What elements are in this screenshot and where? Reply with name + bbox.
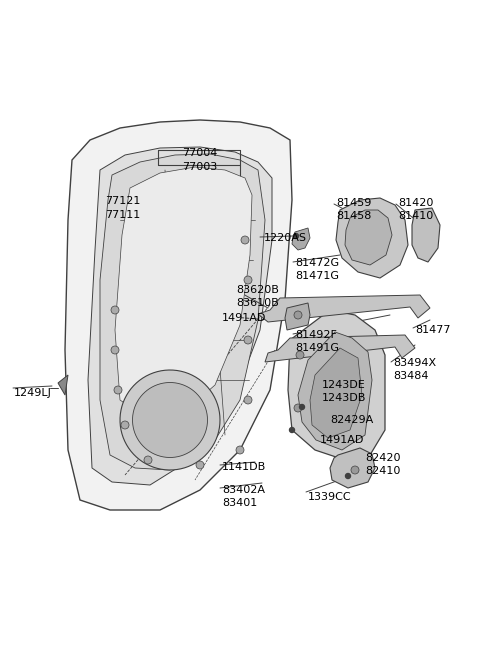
Circle shape xyxy=(196,461,204,469)
Text: 83401: 83401 xyxy=(222,498,257,508)
Circle shape xyxy=(144,456,152,464)
Text: 1491AD: 1491AD xyxy=(222,313,266,323)
Circle shape xyxy=(300,405,304,409)
Text: 81410: 81410 xyxy=(398,211,433,221)
Polygon shape xyxy=(285,303,310,330)
Circle shape xyxy=(114,386,122,394)
Text: 1141DB: 1141DB xyxy=(222,462,266,472)
Text: 82410: 82410 xyxy=(365,466,400,476)
Text: 81492F: 81492F xyxy=(295,330,337,340)
Circle shape xyxy=(244,276,252,284)
Text: 77003: 77003 xyxy=(182,162,217,172)
Polygon shape xyxy=(292,228,310,250)
Text: 82420: 82420 xyxy=(365,453,400,463)
Polygon shape xyxy=(298,332,372,450)
Circle shape xyxy=(294,404,302,412)
Text: 81459: 81459 xyxy=(336,198,372,208)
Text: 1243DE: 1243DE xyxy=(322,380,366,390)
Circle shape xyxy=(346,474,350,478)
Polygon shape xyxy=(336,198,408,278)
Text: 77004: 77004 xyxy=(182,148,218,158)
Text: 81472G: 81472G xyxy=(295,258,339,268)
Circle shape xyxy=(111,306,119,314)
Text: 81471G: 81471G xyxy=(295,271,339,281)
Circle shape xyxy=(244,396,252,404)
Polygon shape xyxy=(345,210,392,265)
Circle shape xyxy=(244,336,252,344)
Polygon shape xyxy=(288,310,385,460)
Text: 77121: 77121 xyxy=(105,196,140,206)
Polygon shape xyxy=(330,448,375,488)
Text: 1491AD: 1491AD xyxy=(320,435,364,445)
Text: 83402A: 83402A xyxy=(222,485,265,495)
Text: 83494X: 83494X xyxy=(393,358,436,368)
Polygon shape xyxy=(258,295,430,322)
Polygon shape xyxy=(115,167,252,420)
Text: 1339CC: 1339CC xyxy=(308,492,352,502)
Polygon shape xyxy=(132,382,207,457)
Polygon shape xyxy=(310,348,362,438)
Text: 1249LJ: 1249LJ xyxy=(14,388,52,398)
Circle shape xyxy=(111,346,119,354)
Text: 83484: 83484 xyxy=(393,371,429,381)
Text: 83620B: 83620B xyxy=(236,285,279,295)
Text: 1243DB: 1243DB xyxy=(322,393,366,403)
Polygon shape xyxy=(100,154,265,470)
Text: 81420: 81420 xyxy=(398,198,433,208)
Polygon shape xyxy=(265,335,415,362)
Polygon shape xyxy=(412,208,440,262)
Text: 81491G: 81491G xyxy=(295,343,339,353)
Polygon shape xyxy=(58,375,68,395)
Polygon shape xyxy=(65,120,292,510)
Circle shape xyxy=(241,236,249,244)
Text: 83610B: 83610B xyxy=(236,298,279,308)
Circle shape xyxy=(296,351,304,359)
Polygon shape xyxy=(120,370,220,470)
Text: 81458: 81458 xyxy=(336,211,372,221)
Circle shape xyxy=(294,311,302,319)
Text: 81477: 81477 xyxy=(415,325,451,335)
Text: 82429A: 82429A xyxy=(330,415,373,425)
Text: 1220AS: 1220AS xyxy=(264,233,307,243)
Polygon shape xyxy=(88,147,272,485)
Circle shape xyxy=(351,466,359,474)
Circle shape xyxy=(236,446,244,454)
Circle shape xyxy=(121,421,129,429)
Text: 77111: 77111 xyxy=(105,210,140,220)
Circle shape xyxy=(293,234,299,239)
Circle shape xyxy=(289,428,295,432)
